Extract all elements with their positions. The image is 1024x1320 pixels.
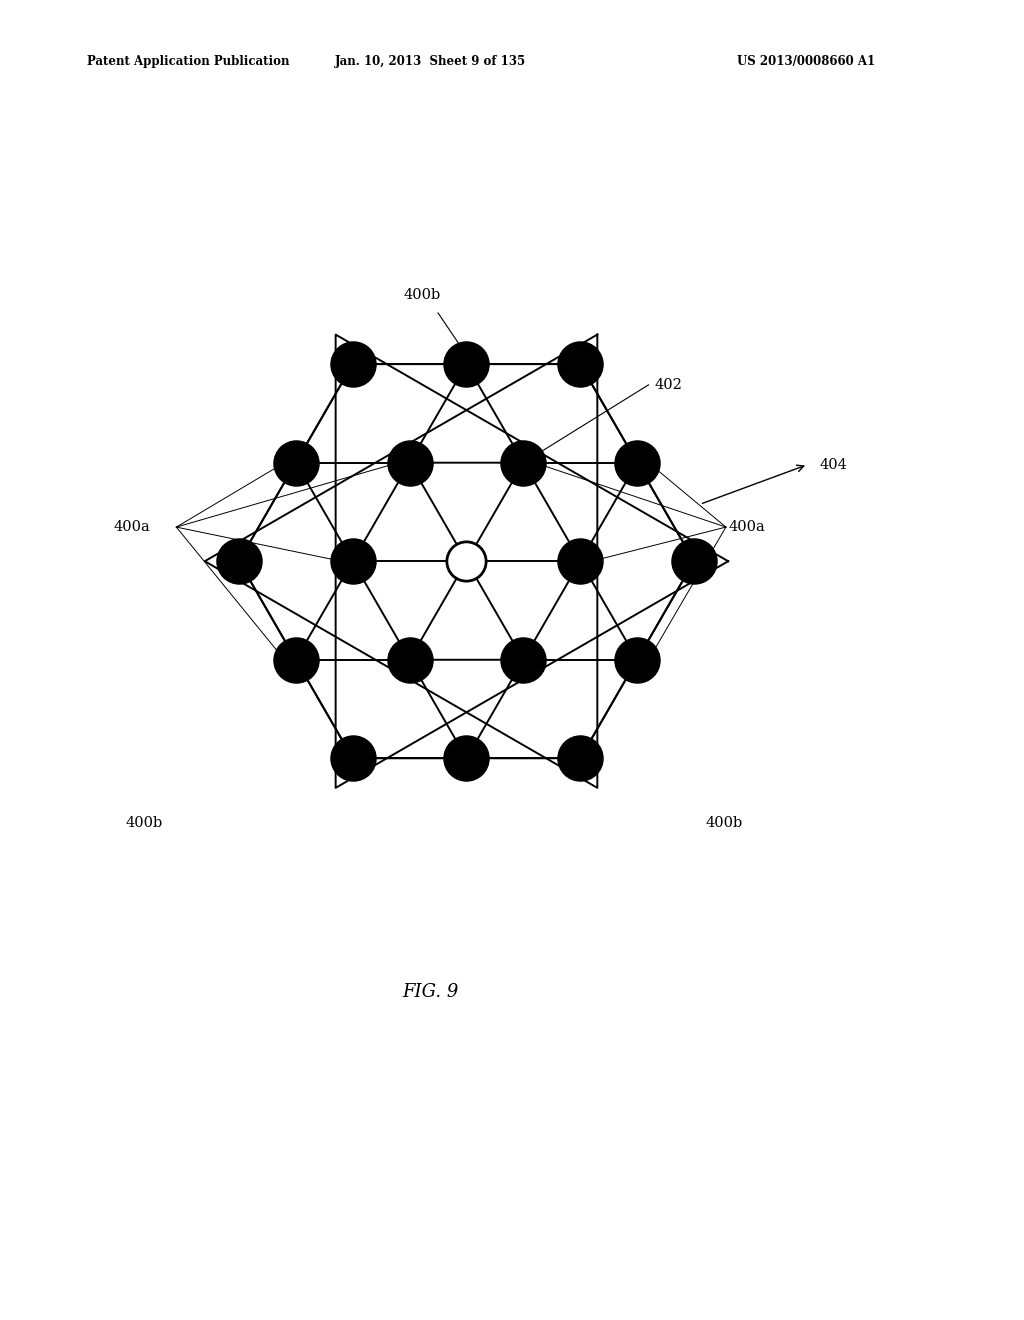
Point	[459, 550, 475, 572]
Point	[288, 649, 304, 671]
Text: 400b: 400b	[706, 816, 742, 830]
Text: US 2013/0008660 A1: US 2013/0008660 A1	[737, 55, 876, 69]
Text: 400a: 400a	[114, 520, 151, 535]
Text: Jan. 10, 2013  Sheet 9 of 135: Jan. 10, 2013 Sheet 9 of 135	[335, 55, 525, 69]
Point	[629, 649, 645, 671]
Point	[686, 550, 702, 572]
Point	[401, 453, 418, 474]
Text: Patent Application Publication: Patent Application Publication	[87, 55, 290, 69]
Point	[344, 354, 360, 375]
Point	[401, 649, 418, 671]
Text: 400b: 400b	[125, 816, 163, 830]
Point	[515, 649, 531, 671]
Point	[629, 453, 645, 474]
Point	[344, 747, 360, 768]
Text: 402: 402	[654, 378, 682, 392]
Point	[459, 747, 475, 768]
Text: 400a: 400a	[728, 520, 765, 535]
Point	[572, 354, 589, 375]
Point	[230, 550, 247, 572]
Text: 400b: 400b	[403, 288, 441, 301]
Point	[344, 550, 360, 572]
Text: 404: 404	[819, 458, 847, 471]
Point	[515, 453, 531, 474]
Point	[459, 354, 475, 375]
Point	[288, 453, 304, 474]
Point	[572, 550, 589, 572]
Point	[572, 747, 589, 768]
Text: FIG. 9: FIG. 9	[401, 982, 459, 1001]
